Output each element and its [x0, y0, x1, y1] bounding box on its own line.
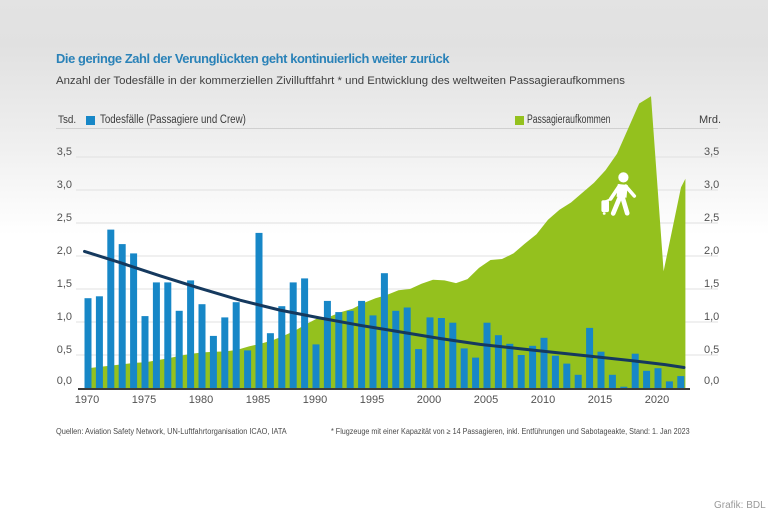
svg-text:1995: 1995 [360, 394, 384, 406]
svg-text:3,0: 3,0 [57, 179, 72, 191]
svg-text:2005: 2005 [474, 394, 498, 406]
svg-text:2010: 2010 [531, 394, 555, 406]
svg-text:3,5: 3,5 [57, 146, 72, 158]
svg-text:1,5: 1,5 [704, 278, 719, 290]
svg-text:1975: 1975 [132, 394, 156, 406]
svg-text:1980: 1980 [189, 394, 213, 406]
svg-text:1,5: 1,5 [57, 278, 72, 290]
svg-text:2,0: 2,0 [704, 245, 719, 257]
svg-text:3,0: 3,0 [704, 179, 719, 191]
svg-text:0,0: 0,0 [704, 375, 719, 387]
svg-text:0,0: 0,0 [57, 375, 72, 387]
svg-text:1,0: 1,0 [704, 311, 719, 323]
svg-text:2020: 2020 [645, 394, 669, 406]
svg-text:0,5: 0,5 [57, 344, 72, 356]
svg-text:0,5: 0,5 [704, 344, 719, 356]
svg-text:1985: 1985 [246, 394, 270, 406]
svg-text:1990: 1990 [303, 394, 327, 406]
svg-text:2,5: 2,5 [704, 212, 719, 224]
svg-text:1970: 1970 [75, 394, 99, 406]
svg-text:3,5: 3,5 [704, 146, 719, 158]
svg-text:2015: 2015 [588, 394, 612, 406]
svg-text:2,0: 2,0 [57, 245, 72, 257]
svg-text:1,0: 1,0 [57, 311, 72, 323]
svg-text:2,5: 2,5 [57, 212, 72, 224]
svg-text:2000: 2000 [417, 394, 441, 406]
